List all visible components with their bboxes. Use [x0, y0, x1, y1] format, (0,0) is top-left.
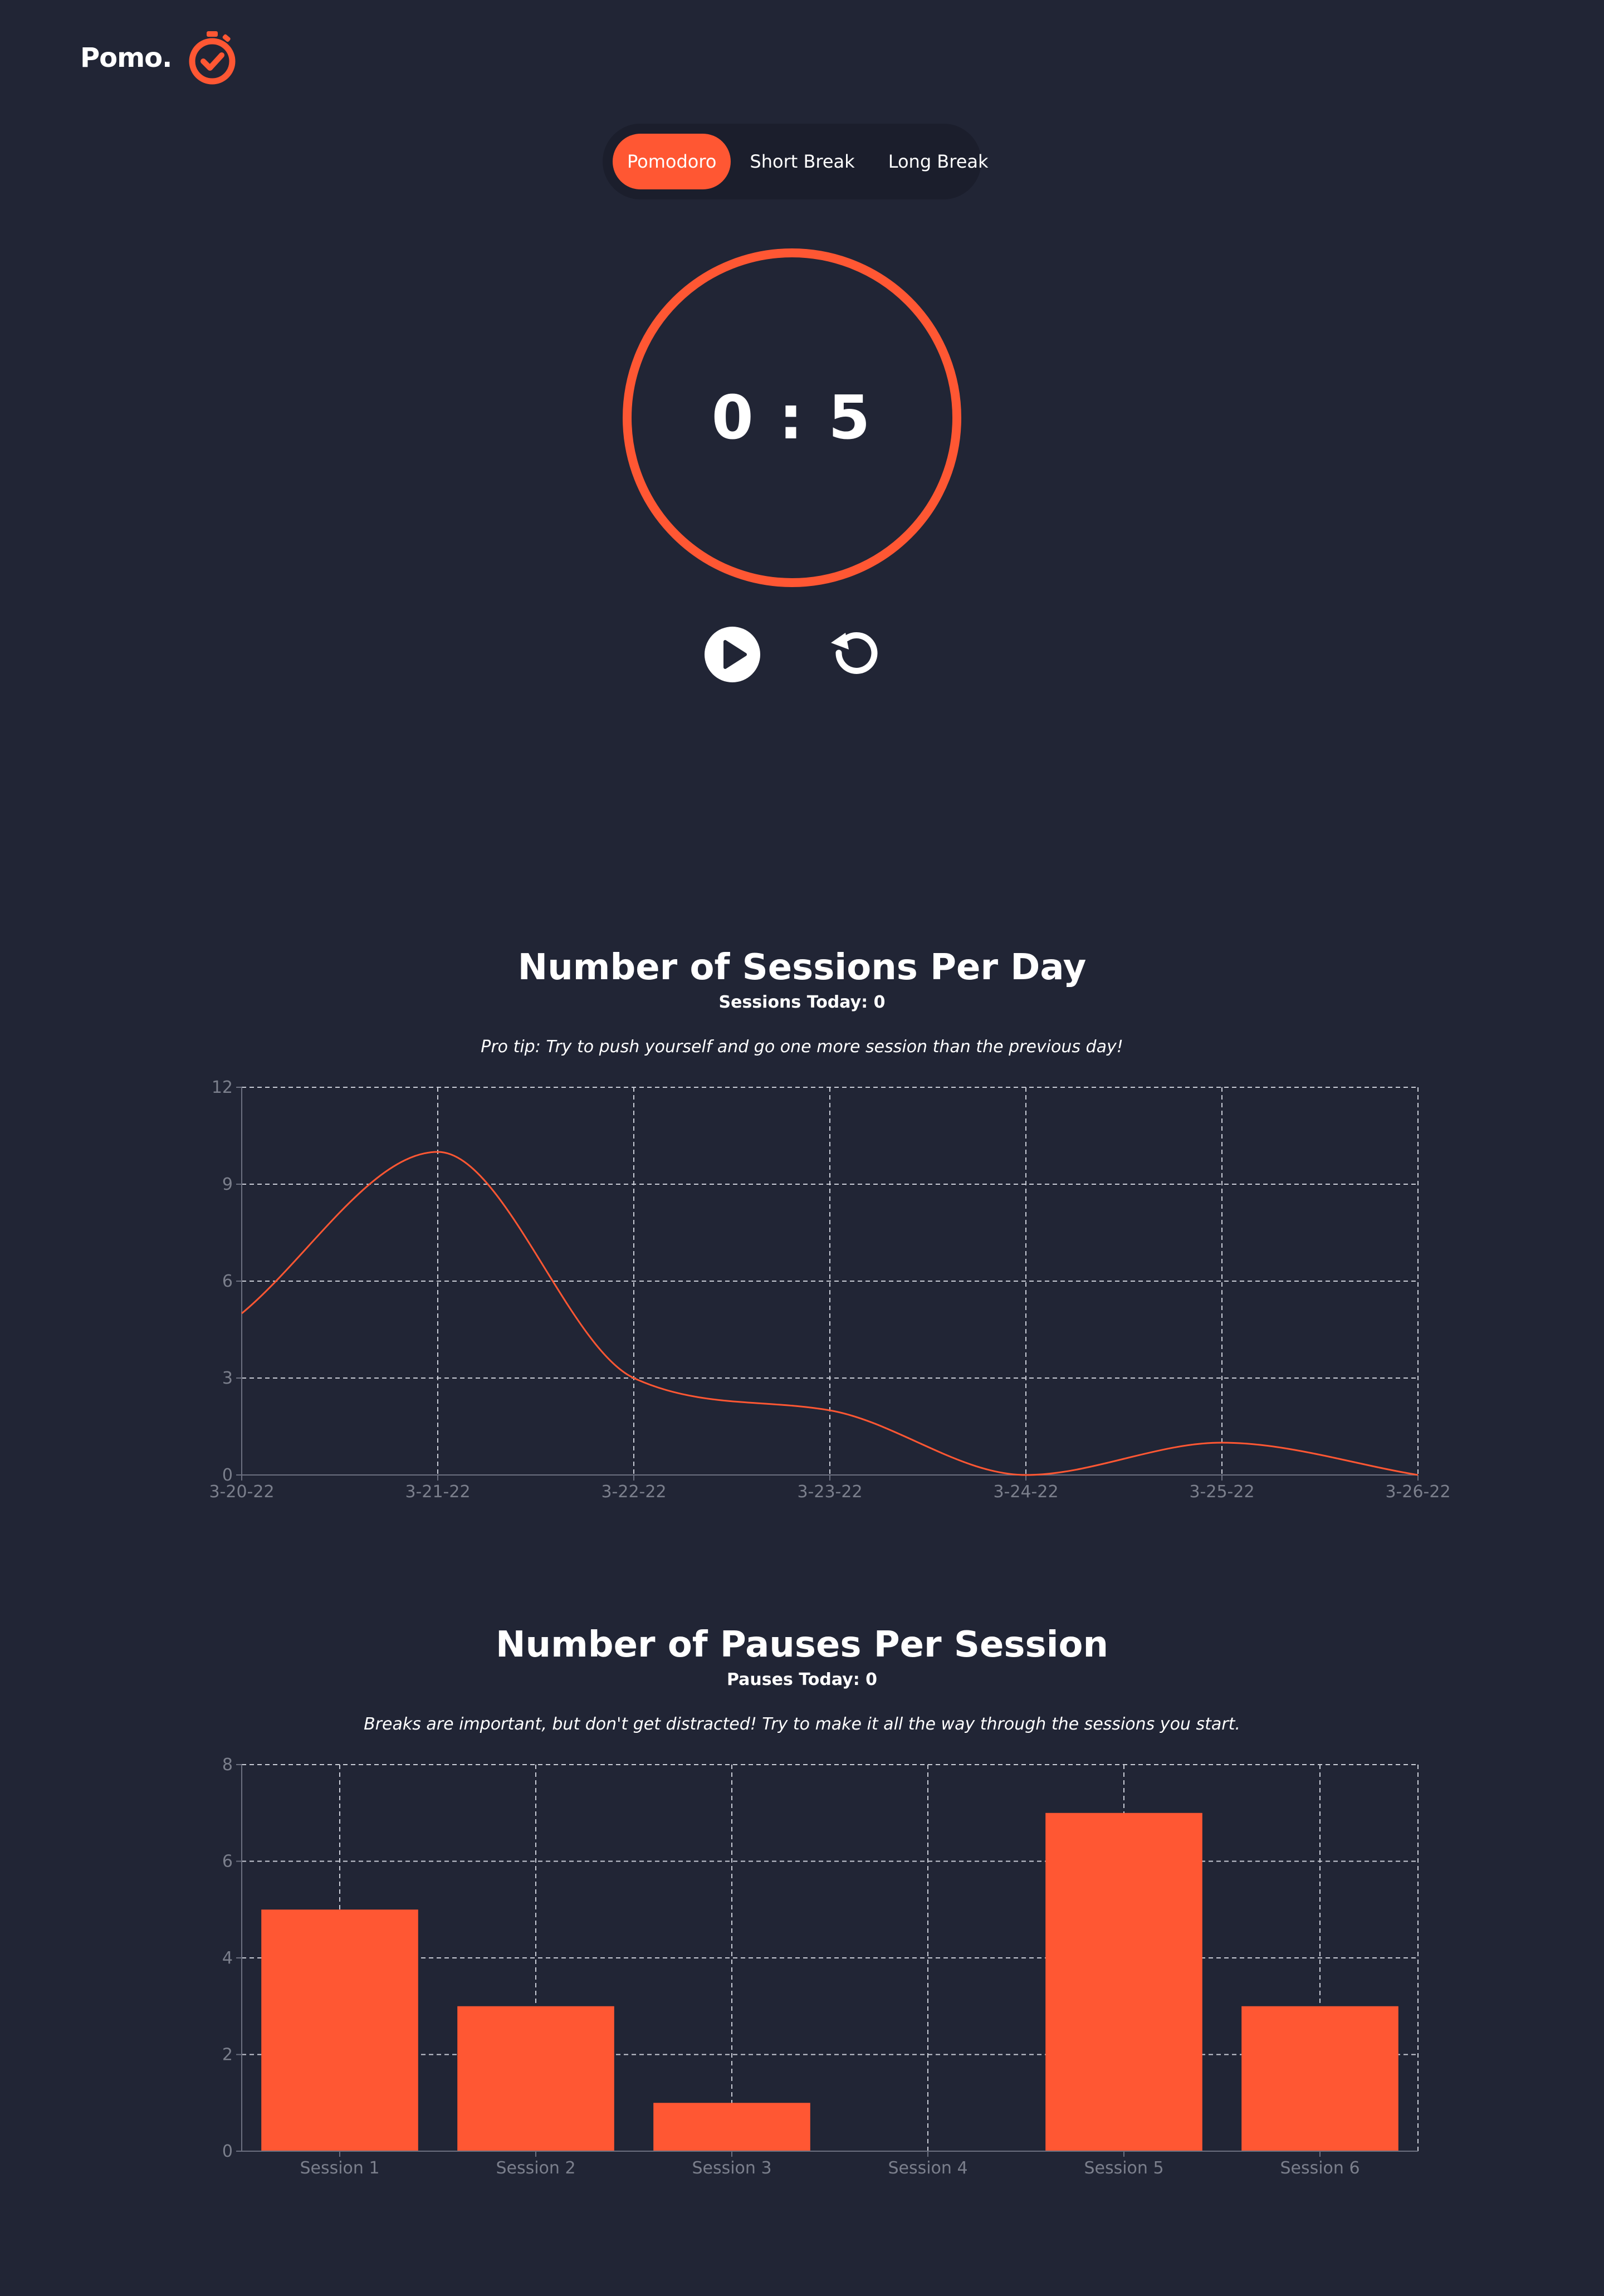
play-icon: [705, 627, 760, 682]
mode-switch: Pomodoro Short Break Long Break: [603, 124, 989, 199]
y-tick-label: 4: [222, 1948, 233, 1968]
mode-pomodoro-button[interactable]: Pomodoro: [613, 134, 731, 189]
reset-button[interactable]: [823, 624, 884, 685]
x-tick-label: Session 4: [888, 2158, 967, 2178]
timer-display: 0 : 5: [711, 383, 873, 453]
pauses-chart-title: Number of Pauses Per Session: [495, 1624, 1109, 1665]
x-tick-label: Session 3: [692, 2158, 771, 2178]
x-tick-label: 3-20-22: [209, 1482, 274, 1502]
bar: [457, 2006, 614, 2151]
y-tick-label: 6: [222, 1272, 233, 1291]
x-tick-label: Session 5: [1084, 2158, 1163, 2178]
mode-short-break-button[interactable]: Short Break: [735, 134, 869, 189]
sessions-series-line: [241, 1151, 1419, 1476]
mode-long-break-button[interactable]: Long Break: [874, 134, 1003, 189]
x-tick-label: Session 6: [1280, 2158, 1360, 2178]
brand-name: Pomo.: [80, 42, 172, 74]
play-button[interactable]: [702, 624, 763, 685]
sessions-tip: Pro tip: Try to push yourself and go one…: [481, 1037, 1123, 1057]
x-tick-label: 3-23-22: [797, 1482, 862, 1502]
y-tick-label: 6: [222, 1852, 233, 1872]
bar: [1241, 2006, 1398, 2151]
x-tick-label: Session 1: [300, 2158, 379, 2178]
x-tick-label: 3-25-22: [1189, 1482, 1254, 1502]
sessions-today-label: Sessions Today: 0: [718, 993, 886, 1012]
y-tick-label: 8: [222, 1755, 233, 1775]
reset-icon: [831, 632, 878, 674]
y-tick-label: 9: [222, 1175, 233, 1194]
x-tick-label: 3-22-22: [601, 1482, 666, 1502]
y-tick-label: 0: [222, 2142, 233, 2161]
bar: [261, 1909, 418, 2151]
y-tick-label: 0: [222, 1465, 233, 1485]
brand: Pomo.: [80, 30, 236, 86]
x-tick-label: 3-21-22: [405, 1482, 470, 1502]
x-tick-label: 3-24-22: [993, 1482, 1058, 1502]
bar: [653, 2103, 810, 2151]
y-tick-label: 12: [212, 1078, 233, 1097]
pauses-tip: Breaks are important, but don't get dist…: [364, 1714, 1240, 1734]
timer-ring: [623, 248, 961, 587]
y-tick-label: 3: [222, 1369, 233, 1388]
pauses-today-label: Pauses Today: 0: [726, 1670, 878, 1689]
bar: [1045, 1813, 1202, 2151]
x-tick-label: Session 2: [496, 2158, 575, 2178]
x-tick-label: 3-26-22: [1385, 1482, 1450, 1502]
sessions-chart-title: Number of Sessions Per Day: [517, 947, 1087, 988]
y-tick-label: 2: [222, 2045, 233, 2065]
stopwatch-check-icon: [188, 30, 236, 86]
